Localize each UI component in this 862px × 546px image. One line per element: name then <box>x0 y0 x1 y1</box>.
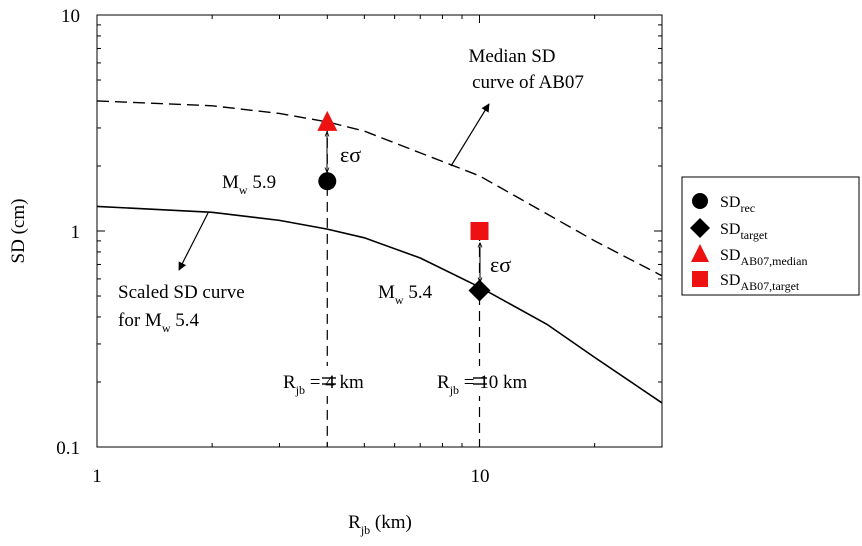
rjb4-label-bg <box>283 366 403 396</box>
legend-box <box>681 176 860 296</box>
scaled-sd-curve <box>96 205 663 404</box>
legend-label-sd-ab07-target: SDAB07,target <box>720 272 800 293</box>
scaled-curve-label-line2: for Mw 5.4 <box>118 310 199 335</box>
mw54-label: Mw 5.4 <box>378 282 433 307</box>
legend-symbol-circle <box>692 193 708 209</box>
legend-sd-rec-sub: rec <box>740 201 755 215</box>
marker-square-0 <box>470 222 489 240</box>
x-axis-label-rest: (km) <box>370 512 412 533</box>
data-markers <box>317 110 491 302</box>
x-tick-label-1: 1 <box>92 466 102 487</box>
mw54-rest: 5.4 <box>404 282 433 303</box>
legend-sd-target-sub: target <box>740 228 768 242</box>
x-axis-label: Rjb (km) <box>348 512 412 537</box>
mw54-sub: w <box>395 293 404 307</box>
median-sd-curve <box>96 100 663 277</box>
legend-sd-ab07-median-main: SD <box>720 247 740 264</box>
rjb4-rest: = 4 km <box>305 372 364 393</box>
x-tick-label-10: 10 <box>471 466 490 487</box>
median-curve-pointer-arrow <box>450 103 490 167</box>
legend-sd-rec-main: SD <box>720 194 740 211</box>
legend-label-sd-target: SDtarget <box>720 221 768 242</box>
legend-sd-ab07-target-sub: AB07,target <box>740 279 799 293</box>
legend-symbol-square <box>692 271 708 287</box>
rjb10-rest: = 10 km <box>459 372 527 393</box>
marker-diamond-0 <box>468 279 491 302</box>
mw59-label: Mw 5.9 <box>222 172 276 197</box>
mw59-rest: 5.9 <box>248 172 277 193</box>
legend-sd-target-main: SD <box>720 221 740 238</box>
marker-circle-0 <box>318 172 337 191</box>
rjb10-label-bg <box>436 366 564 396</box>
legend-label-sd-rec: SDrec <box>720 194 755 215</box>
rjb-4-label: Rjb = 4 km <box>283 372 364 397</box>
legend-symbol-triangle <box>691 244 709 262</box>
rjb4-main: R <box>283 372 296 393</box>
y-tick-label-1: 1 <box>71 222 81 243</box>
mw59-sub: w <box>239 183 248 197</box>
rjb4-sub: jb <box>295 383 305 397</box>
legend-symbol-diamond <box>690 218 710 238</box>
median-curve-label-line1: Median SD <box>468 46 555 67</box>
eps-sigma-label-2: εσ <box>490 252 511 277</box>
median-curve-label-line2: curve of AB07 <box>472 72 584 93</box>
legend-symbols <box>690 193 710 287</box>
x-axis-label-main: R <box>348 512 361 533</box>
mw54-main: M <box>378 282 395 303</box>
scaled-curve-label-line1: Scaled SD curve <box>118 282 245 303</box>
legend-sd-ab07-target-main: SD <box>720 272 740 289</box>
rjb10-main: R <box>437 372 450 393</box>
y-axis-label: SD (cm) <box>8 199 29 264</box>
rjb10-sub: jb <box>449 383 459 397</box>
y-tick-label-10: 10 <box>61 6 80 27</box>
scaled-curve-pointer-arrow <box>178 212 209 271</box>
x-axis-label-sub: jb <box>360 523 370 537</box>
mw59-main: M <box>222 172 239 193</box>
marker-triangle-0 <box>317 110 338 131</box>
eps-sigma-label-1: εσ <box>340 142 361 167</box>
scaled-curve-label-mag: 5.4 <box>170 310 199 331</box>
legend-sd-ab07-median-sub: AB07,median <box>740 254 807 268</box>
legend-label-sd-ab07-median: SDAB07,median <box>720 247 807 268</box>
rjb-10-label: Rjb = 10 km <box>437 372 527 397</box>
y-tick-label-0.1: 0.1 <box>56 438 80 459</box>
scaled-curve-label-sub: w <box>162 321 171 335</box>
scaled-curve-label-for: for M <box>118 310 162 331</box>
